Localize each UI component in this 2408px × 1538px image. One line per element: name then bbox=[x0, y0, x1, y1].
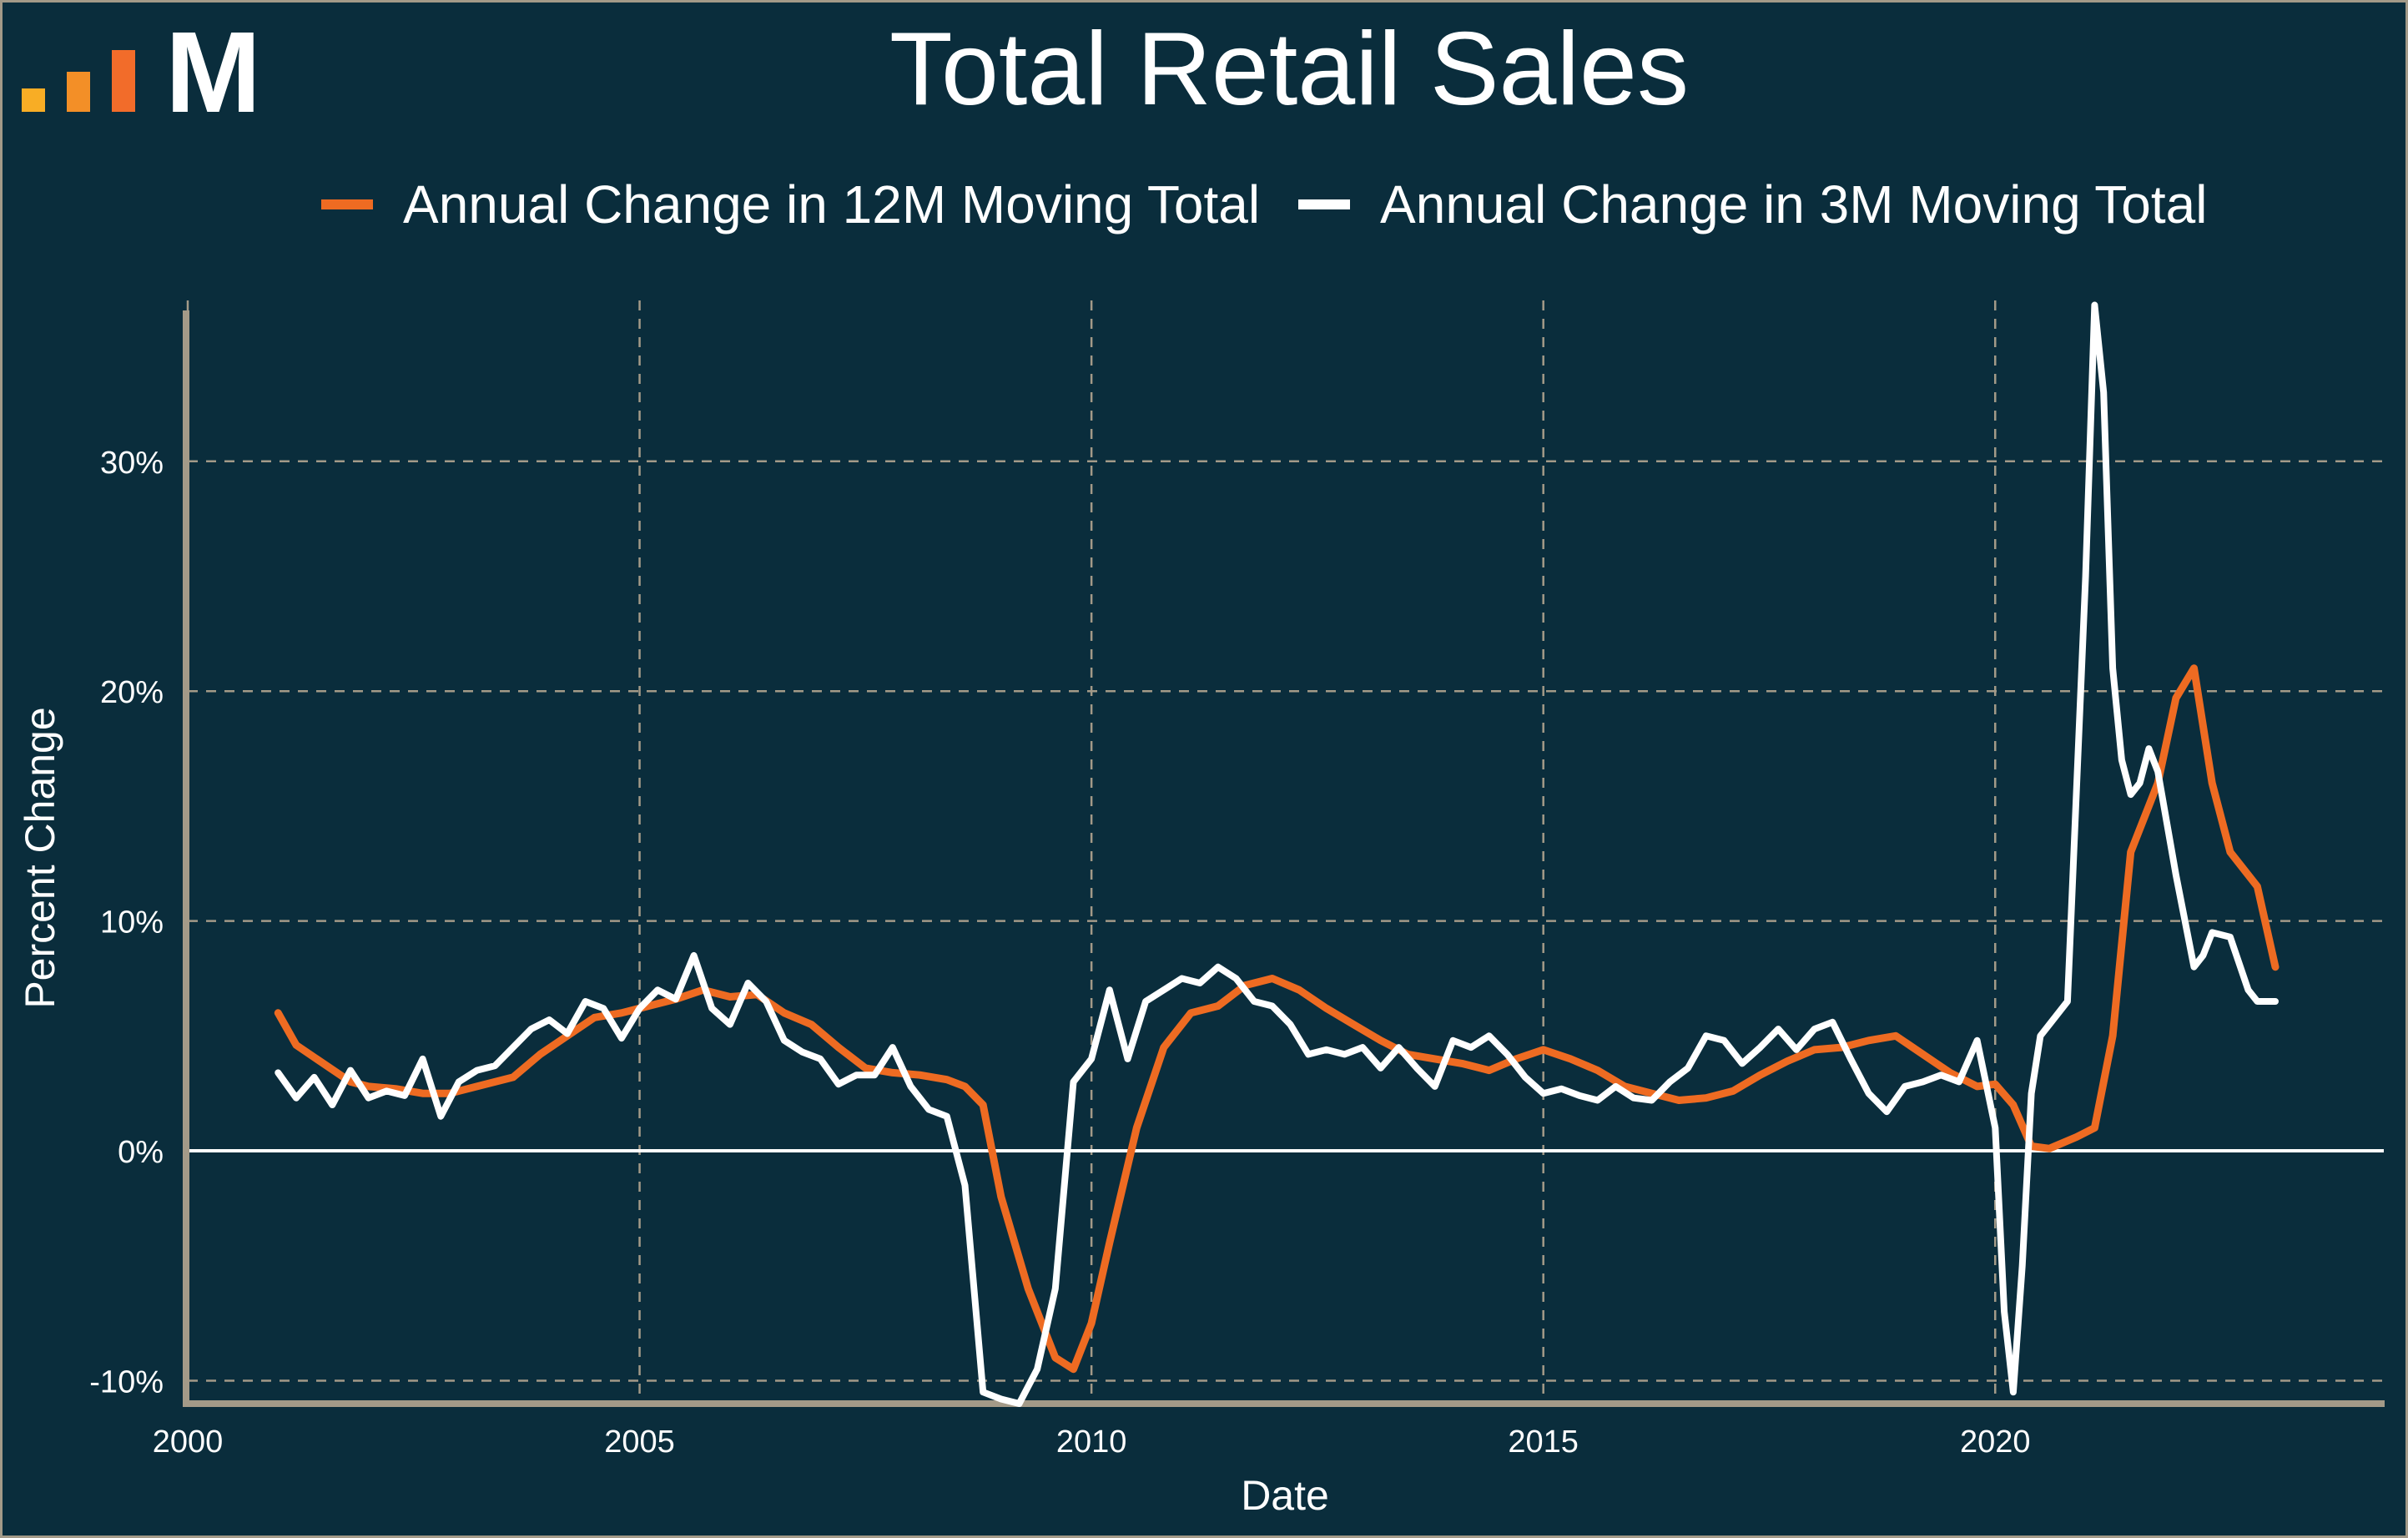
grid-lines bbox=[186, 300, 2384, 1404]
x-tick-label: 2000 bbox=[153, 1425, 224, 1460]
legend-swatch-3m bbox=[1298, 199, 1351, 209]
x-tick-label: 2010 bbox=[1056, 1425, 1127, 1460]
x-tick-label: 2020 bbox=[1960, 1425, 2031, 1460]
legend-label-12m: Annual Change in 12M Moving Total bbox=[403, 174, 1261, 234]
logo: M bbox=[22, 25, 261, 122]
y-tick-label: 30% bbox=[100, 446, 164, 481]
logo-bar-3 bbox=[112, 50, 135, 112]
logo-letter: M bbox=[165, 25, 261, 122]
series-line-12m bbox=[274, 664, 2280, 1374]
x-tick-label: 2005 bbox=[604, 1425, 675, 1460]
x-tick-label: 2015 bbox=[1508, 1425, 1579, 1460]
chart-title: Total Retail Sales bbox=[889, 12, 1690, 127]
legend-item-3m: Annual Change in 3M Moving Total bbox=[1298, 174, 2207, 235]
logo-bar-1 bbox=[22, 88, 45, 112]
axes bbox=[183, 310, 2385, 1407]
legend-item-12m: Annual Change in 12M Moving Total bbox=[321, 174, 1260, 235]
legend-label-3m: Annual Change in 3M Moving Total bbox=[1380, 174, 2208, 234]
y-tick-label: 20% bbox=[100, 675, 164, 710]
y-axis-label: Percent Change bbox=[17, 707, 63, 1009]
x-axis-label: Date bbox=[1241, 1472, 1329, 1519]
legend: Annual Change in 12M Moving Total Annual… bbox=[321, 167, 2245, 242]
y-tick-label: -10% bbox=[89, 1364, 164, 1399]
y-tick-label: 10% bbox=[100, 905, 164, 940]
series-lines bbox=[274, 301, 2280, 1407]
tick-labels: 2000 2005 2010 2015 2020 -10% 0% 10% 20% 30% bbox=[89, 446, 2030, 1460]
legend-swatch-12m bbox=[321, 199, 373, 209]
series-line-3m bbox=[275, 301, 2279, 1407]
logo-bar-2 bbox=[67, 72, 90, 112]
y-tick-label: 0% bbox=[118, 1135, 164, 1170]
